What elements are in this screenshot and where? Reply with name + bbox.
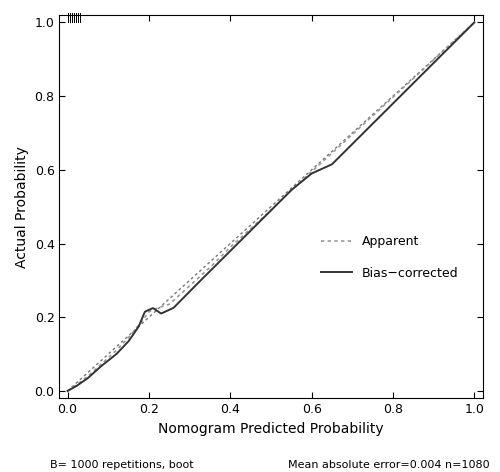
Text: Mean absolute error=0.004 n=1080: Mean absolute error=0.004 n=1080 (288, 460, 490, 470)
X-axis label: Nomogram Predicted Probability: Nomogram Predicted Probability (158, 422, 384, 436)
Text: B= 1000 repetitions, boot: B= 1000 repetitions, boot (50, 460, 194, 470)
Y-axis label: Actual Probability: Actual Probability (15, 146, 29, 268)
Legend: Apparent, Bias−corrected: Apparent, Bias−corrected (316, 230, 464, 285)
